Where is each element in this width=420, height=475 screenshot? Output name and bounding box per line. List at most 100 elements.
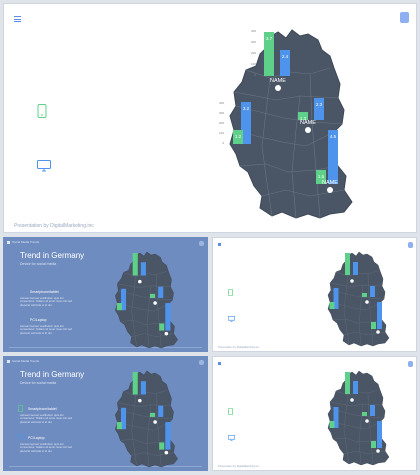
germany-map [327, 251, 390, 347]
y-tick-label: 300 [219, 111, 224, 115]
chart-bar [280, 50, 290, 76]
page-number-button[interactable] [199, 360, 204, 365]
state-border [330, 408, 385, 419]
chart-bar [241, 102, 251, 144]
chart-bar [345, 372, 350, 394]
page-number-button[interactable] [408, 361, 413, 367]
monitor-icon [37, 160, 51, 172]
state-border [239, 163, 339, 173]
menu-icon[interactable] [7, 241, 10, 244]
menu-icon[interactable] [7, 360, 10, 363]
state-border [155, 393, 162, 467]
city-name-label: NAME [322, 180, 338, 186]
chart-bar [329, 302, 335, 309]
state-border [117, 283, 171, 288]
menu-icon[interactable] [14, 16, 21, 22]
device-1-text: Aenean laoreet vestibulum quis dui conse… [20, 413, 73, 424]
y-tick-label: 400 [219, 101, 224, 105]
map-pin [327, 187, 333, 193]
chart-bar [165, 422, 171, 450]
menu-icon[interactable] [218, 243, 221, 246]
y-tick-label: 200 [219, 121, 224, 125]
chart-bar [132, 372, 138, 395]
y-tick-label: 100 [251, 62, 256, 66]
chart-bar [333, 288, 339, 309]
chart-bar [371, 322, 376, 329]
chart-bar [362, 293, 367, 297]
page-number-button[interactable] [400, 12, 409, 23]
chart-bar [140, 381, 146, 395]
monitor-icon [228, 435, 235, 441]
state-border [131, 452, 174, 456]
device-2-text: Aenean laoreet vestibulum quis dui conse… [20, 324, 73, 335]
germany-map: 3.72.43.21.21.32.34.51.5NAMENAMENAME4004… [219, 29, 353, 219]
bar-value-label: 2.4 [282, 54, 289, 59]
smartphone-icon [228, 289, 233, 296]
city-name-label: NAME [270, 78, 286, 84]
state-border [146, 404, 152, 467]
chart-bar [165, 303, 171, 331]
smartphone-icon [228, 408, 233, 415]
slide-thumb-white-1[interactable]: Presentation by DigitalMarketing.inc [212, 237, 417, 352]
state-border [261, 77, 273, 217]
monitor-icon [228, 316, 235, 322]
map-pin [153, 420, 157, 424]
map-pin [275, 85, 281, 91]
chart-bar [316, 170, 326, 184]
map-pin [365, 300, 369, 304]
germany-map [327, 370, 390, 466]
smartphone-icon [18, 405, 23, 412]
page-number-button[interactable] [408, 242, 413, 248]
chart-bar [353, 381, 358, 394]
slide-footer: Presentation by DigitalMarketing.inc [218, 346, 260, 349]
y-tick-label: 400 [251, 29, 256, 33]
page-number-button[interactable] [199, 241, 204, 246]
state-border [120, 439, 171, 444]
device-1-label: Smartphone/tablet [30, 290, 59, 294]
monitor-icon [18, 434, 25, 439]
smartphone-icon [37, 104, 47, 118]
y-tick-label: 200 [251, 51, 256, 55]
device-2-label: PC/Laptop [28, 436, 45, 440]
bar-value-label: 3.2 [243, 106, 250, 111]
chart-bar [362, 412, 367, 416]
city-name-label: NAME [300, 120, 316, 126]
state-border [309, 73, 321, 219]
chart-bar [150, 293, 156, 298]
bar-value-label: 3.7 [266, 36, 273, 41]
state-border [332, 437, 383, 443]
chart-bar [345, 253, 350, 275]
slide-main[interactable]: 3.7 2.4 3.2 1.2 1.3 2.3 4.5 1.5 NAME NAME NAME 400 4… [3, 3, 417, 233]
state-border [367, 273, 374, 347]
y-tick-label: 0 [222, 141, 224, 145]
germany-map [115, 251, 178, 349]
state-border [343, 450, 386, 455]
state-border [118, 290, 173, 301]
chart-bar [264, 32, 274, 76]
state-border [329, 401, 383, 407]
chart-bar [158, 286, 164, 298]
state-border [123, 271, 167, 277]
state-border [343, 331, 386, 336]
slide-thumb-blue-1[interactable]: Social Media Trends Trend in Germany Dev… [3, 237, 208, 352]
chart-bar [298, 112, 308, 120]
chart-bar [377, 302, 382, 329]
state-border [235, 105, 343, 125]
state-border [155, 274, 162, 348]
state-border [329, 282, 383, 288]
slide-subtitle: Device for social media [20, 381, 57, 385]
slide-thumb-blue-2[interactable]: Social Media Trends Trend in Germany Dev… [3, 356, 208, 471]
bar-value-label: 1.5 [318, 174, 325, 179]
chart-bar [371, 441, 376, 448]
map-pin [305, 127, 311, 133]
menu-icon[interactable] [218, 362, 221, 365]
slide-thumb-white-2[interactable]: Presentation by DigitalMarketing.inc [212, 356, 417, 471]
chart-bar [158, 405, 164, 417]
chart-bar [159, 442, 165, 450]
map-pin [164, 450, 169, 455]
y-tick-label: 300 [251, 40, 256, 44]
device-2-text: Aenean laoreet vestibulum quis dui conse… [20, 442, 73, 453]
slide-footer: Presentation by DigitalMarketing.inc [218, 465, 260, 468]
state-border [131, 395, 137, 466]
